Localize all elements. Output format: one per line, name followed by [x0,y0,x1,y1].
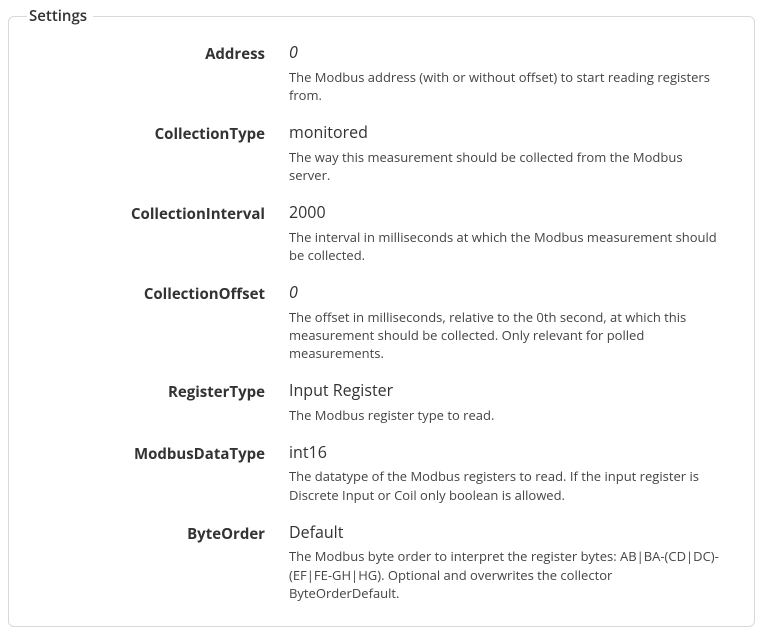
row-value: Default [289,522,734,544]
settings-row: ByteOrder Default The Modbus byte order … [29,514,734,612]
row-label: CollectionType [155,124,265,144]
row-value-col: 0 The offset in milliseconds, relative t… [289,282,734,362]
row-value: 0 [289,42,734,64]
row-label: RegisterType [168,382,265,402]
row-desc: The datatype of the Modbus registers to … [289,467,719,503]
row-desc: The interval in milliseconds at which th… [289,228,719,264]
settings-row: RegisterType Input Register The Modbus r… [29,372,734,434]
settings-row: CollectionOffset 0 The offset in millise… [29,274,734,372]
settings-row: CollectionType monitored The way this me… [29,114,734,194]
settings-legend: Settings [27,6,93,26]
row-value: 0 [289,282,734,304]
settings-row: CollectionInterval 2000 The interval in … [29,194,734,274]
row-value-col: Input Register The Modbus register type … [289,380,734,424]
row-label-col: ByteOrder [29,522,289,545]
row-desc: The Modbus register type to read. [289,406,719,424]
row-desc: The Modbus byte order to interpret the r… [289,547,719,602]
settings-panel: Settings Address 0 The Modbus address (w… [8,6,755,627]
row-label-col: CollectionInterval [29,202,289,225]
row-desc: The way this measurement should be colle… [289,148,719,184]
row-value-col: 2000 The interval in milliseconds at whi… [289,202,734,264]
row-label-col: Address [29,42,289,65]
row-desc: The offset in milliseconds, relative to … [289,308,719,363]
row-value-col: int16 The datatype of the Modbus registe… [289,442,734,504]
row-value: 2000 [289,202,734,224]
settings-row: Address 0 The Modbus address (with or wi… [29,34,734,114]
row-label: ModbusDataType [134,444,265,464]
row-label-col: ModbusDataType [29,442,289,465]
row-value: int16 [289,442,734,464]
row-value: monitored [289,122,734,144]
row-value-col: monitored The way this measurement shoul… [289,122,734,184]
row-label: CollectionOffset [144,284,265,304]
row-value-col: 0 The Modbus address (with or without of… [289,42,734,104]
row-label-col: CollectionType [29,122,289,145]
row-label: ByteOrder [187,524,265,544]
row-label-col: RegisterType [29,380,289,403]
row-value: Input Register [289,380,734,402]
settings-row: ModbusDataType int16 The datatype of the… [29,434,734,514]
row-label-col: CollectionOffset [29,282,289,305]
row-value-col: Default The Modbus byte order to interpr… [289,522,734,602]
row-label: CollectionInterval [131,204,265,224]
row-desc: The Modbus address (with or without offs… [289,68,719,104]
row-label: Address [205,44,265,64]
